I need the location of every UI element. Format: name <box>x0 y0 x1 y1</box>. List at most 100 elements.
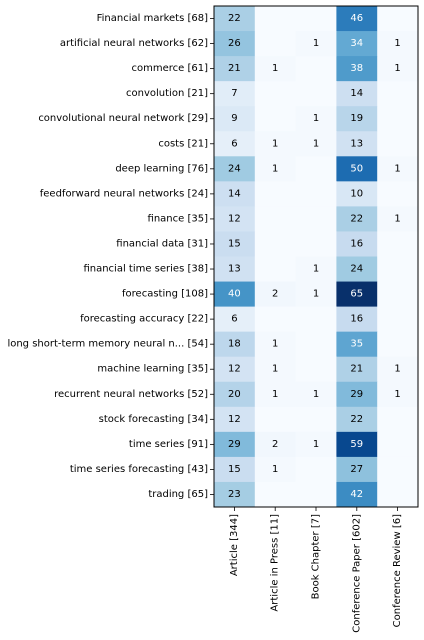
cell-value-label: 2 <box>272 289 278 300</box>
heatmap-cell <box>295 406 337 433</box>
heatmap-cell <box>336 31 378 57</box>
cell-value-label: 50 <box>350 163 363 174</box>
heatmap-cell <box>214 31 256 57</box>
heatmap-cell <box>214 356 256 383</box>
y-tick-label: forecasting [108] <box>122 289 208 300</box>
heatmap-cell <box>336 281 378 308</box>
heatmap-cell <box>377 456 419 483</box>
heatmap-cell <box>214 131 256 157</box>
heatmap-cell <box>295 381 337 408</box>
heatmap-cell <box>377 206 419 232</box>
heatmap-cell <box>377 406 419 433</box>
x-tick-label: Conference Review [6] <box>392 514 403 627</box>
heatmap-cell <box>336 181 378 207</box>
cell-value-label: 12 <box>228 364 241 375</box>
cell-value-label: 19 <box>350 113 363 124</box>
heatmap-cell <box>254 281 297 308</box>
y-tick-label: time series forecasting [43] <box>70 464 208 475</box>
cell-value-label: 14 <box>350 88 363 99</box>
y-tick-label: financial data [31] <box>116 238 208 249</box>
heatmap-cell <box>214 81 256 107</box>
cell-value-label: 1 <box>272 364 278 375</box>
cell-value-label: 18 <box>228 339 241 350</box>
cell-value-label: 1 <box>394 63 400 74</box>
cell-value-label: 6 <box>231 138 237 149</box>
cell-value-label: 12 <box>228 414 241 425</box>
heatmap-cell <box>336 381 378 408</box>
cell-value-label: 13 <box>228 264 241 275</box>
heatmap-cell <box>377 31 419 57</box>
heatmap-cell <box>377 381 419 408</box>
heatmap-cell <box>377 306 419 333</box>
x-tick-label: Article in Press [11] <box>270 514 281 612</box>
heatmap-cell <box>295 6 337 32</box>
cell-value-label: 16 <box>350 238 363 249</box>
cell-value-label: 46 <box>350 13 363 24</box>
cell-value-label: 20 <box>228 389 241 400</box>
heatmap-cell <box>377 481 419 508</box>
cell-value-label: 15 <box>228 464 241 475</box>
cell-value-label: 1 <box>272 63 278 74</box>
heatmap-cell <box>254 156 297 182</box>
cell-value-label: 22 <box>350 414 363 425</box>
heatmap-cell <box>336 456 378 483</box>
cell-value-label: 22 <box>350 213 363 224</box>
heatmap-cell <box>295 256 337 283</box>
cell-value-label: 13 <box>350 138 363 149</box>
cell-value-label: 1 <box>394 38 400 49</box>
cell-value-label: 1 <box>313 38 319 49</box>
cell-value-label: 22 <box>228 13 241 24</box>
heatmap-cell <box>214 456 256 483</box>
x-tick-label: Article [344] <box>229 514 240 576</box>
heatmap-cell <box>336 256 378 283</box>
cell-value-label: 1 <box>313 113 319 124</box>
heatmap-cell <box>336 106 378 132</box>
y-tick-label: stock forecasting [34] <box>99 414 208 425</box>
y-tick-label: recurrent neural networks [52] <box>54 389 208 400</box>
heatmap-cell <box>254 356 297 383</box>
cell-value-label: 26 <box>228 38 241 49</box>
heatmap-cell <box>295 181 337 207</box>
cell-value-label: 29 <box>228 439 241 450</box>
heatmap-cell <box>336 406 378 433</box>
cell-value-label: 12 <box>228 213 241 224</box>
heatmap-cell <box>254 381 297 408</box>
cell-value-label: 1 <box>313 439 319 450</box>
heatmap-cell <box>254 181 297 207</box>
cell-value-label: 9 <box>231 113 237 124</box>
cell-value-label: 21 <box>228 63 241 74</box>
y-tick-label: commerce [61] <box>132 63 209 74</box>
heatmap-cell <box>214 281 256 308</box>
heatmap-cell <box>377 131 419 157</box>
cell-value-label: 1 <box>394 163 400 174</box>
heatmap-cell <box>336 431 378 458</box>
heatmap-cell <box>214 181 256 207</box>
cell-value-label: 35 <box>350 339 363 350</box>
heatmap-cell <box>254 206 297 232</box>
cell-value-label: 14 <box>228 188 241 199</box>
heatmap-cell <box>214 256 256 283</box>
y-tick-label: deep learning [76] <box>115 163 208 174</box>
heatmap-cell <box>377 106 419 132</box>
y-tick-label: finance [35] <box>148 213 209 224</box>
y-tick-label: feedforward neural networks [24] <box>40 188 208 199</box>
cell-value-label: 1 <box>394 389 400 400</box>
heatmap-cell <box>295 431 337 458</box>
y-tick-label: convolutional neural network [29] <box>38 113 208 124</box>
y-axis-ticks: Financial markets [68] artificial neural … <box>7 13 214 500</box>
heatmap-cell <box>214 6 256 32</box>
heatmap-cell <box>295 331 337 358</box>
cell-value-label: 1 <box>313 138 319 149</box>
heatmap-cell <box>377 6 419 32</box>
heatmap-cell <box>295 481 337 508</box>
cell-value-label: 42 <box>350 489 363 500</box>
cell-value-label: 1 <box>313 264 319 275</box>
y-tick-label: machine learning [35] <box>97 364 208 375</box>
heatmap-cell <box>295 156 337 182</box>
heatmap-cell <box>295 306 337 333</box>
cell-value-label: 24 <box>228 163 241 174</box>
cell-value-label: 38 <box>350 63 363 74</box>
heatmap-cell <box>336 231 378 257</box>
heatmap-cell <box>214 481 256 508</box>
heatmap-cell <box>336 6 378 32</box>
